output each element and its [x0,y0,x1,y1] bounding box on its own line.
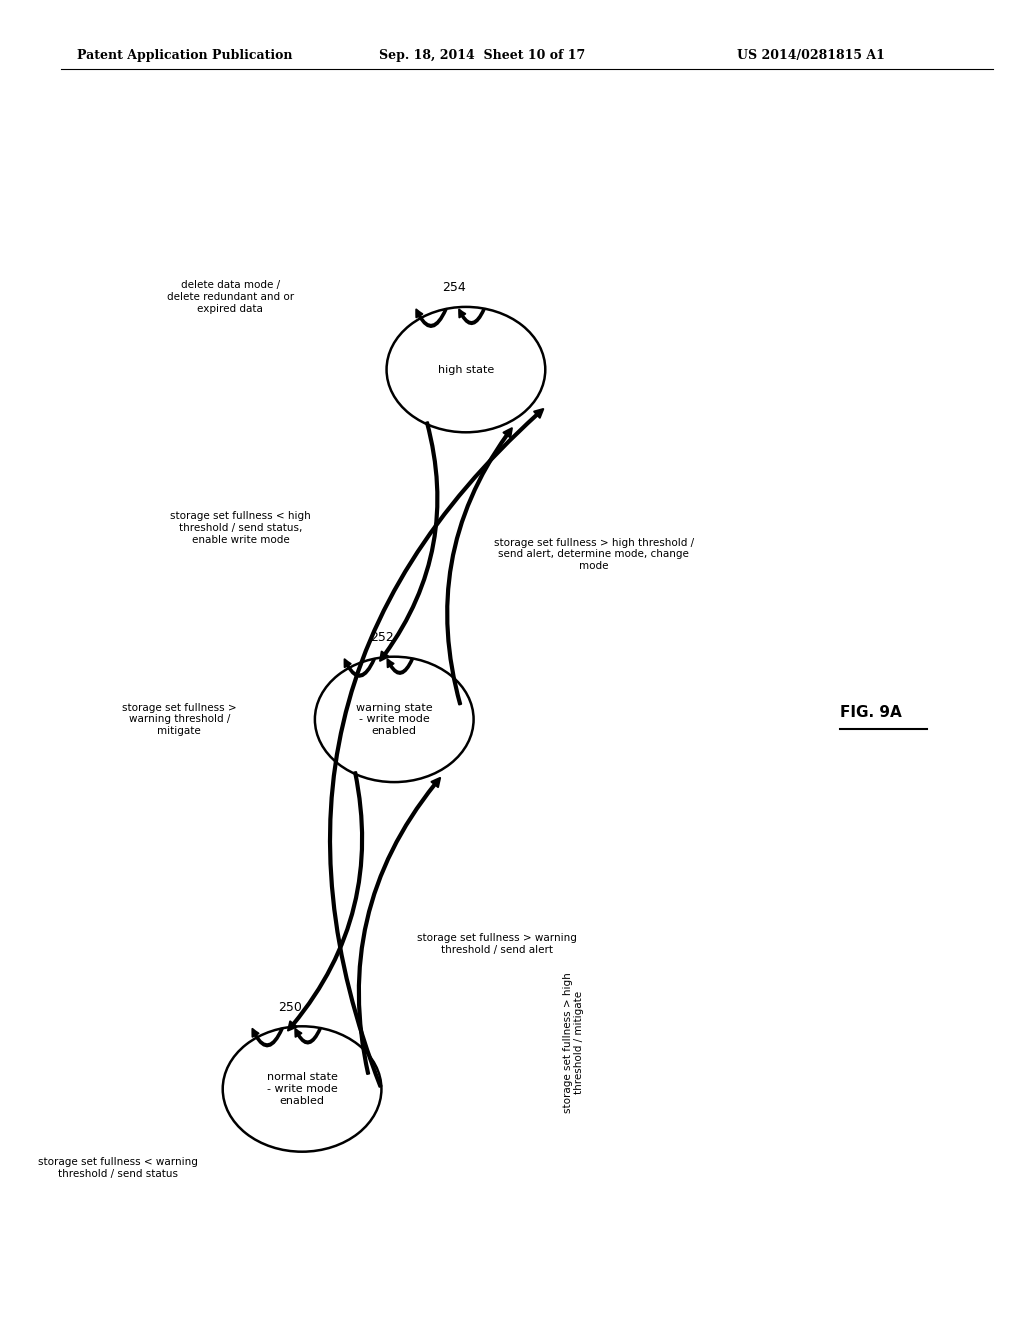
FancyArrowPatch shape [446,428,512,705]
FancyArrowPatch shape [344,659,375,677]
FancyArrowPatch shape [459,309,484,325]
Text: warning state
- write mode
enabled: warning state - write mode enabled [356,702,432,737]
Text: normal state
- write mode
enabled: normal state - write mode enabled [266,1072,338,1106]
Text: high state: high state [438,364,494,375]
FancyArrowPatch shape [329,409,543,1086]
Text: storage set fullness > warning
threshold / send alert: storage set fullness > warning threshold… [417,933,577,954]
Text: Patent Application Publication: Patent Application Publication [77,49,292,62]
Text: FIG. 9A: FIG. 9A [840,705,901,721]
FancyArrowPatch shape [288,772,364,1031]
Text: 254: 254 [442,281,466,294]
FancyArrowPatch shape [357,777,440,1074]
Text: 250: 250 [279,1001,302,1014]
Text: US 2014/0281815 A1: US 2014/0281815 A1 [737,49,885,62]
Text: 252: 252 [371,631,394,644]
FancyArrowPatch shape [387,659,413,675]
FancyArrowPatch shape [252,1028,283,1047]
Text: storage set fullness > high
threshold / mitigate: storage set fullness > high threshold / … [562,973,585,1113]
Text: Sep. 18, 2014  Sheet 10 of 17: Sep. 18, 2014 Sheet 10 of 17 [379,49,585,62]
Text: storage set fullness < warning
threshold / send status: storage set fullness < warning threshold… [38,1158,198,1179]
FancyArrowPatch shape [416,309,446,327]
Text: storage set fullness > high threshold /
send alert, determine mode, change
mode: storage set fullness > high threshold / … [494,537,694,572]
Text: storage set fullness >
warning threshold /
mitigate: storage set fullness > warning threshold… [122,702,237,737]
FancyArrowPatch shape [380,422,438,661]
FancyArrowPatch shape [295,1028,321,1044]
Text: storage set fullness < high
threshold / send status,
enable write mode: storage set fullness < high threshold / … [170,511,311,545]
Text: delete data mode /
delete redundant and or
expired data: delete data mode / delete redundant and … [167,280,294,314]
